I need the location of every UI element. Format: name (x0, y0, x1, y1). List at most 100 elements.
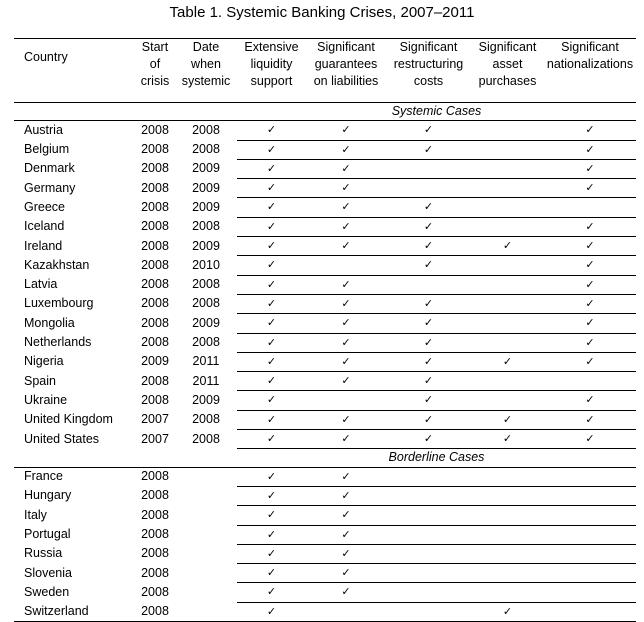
check-icon: ✓ (266, 143, 277, 156)
check-icon: ✓ (502, 413, 513, 426)
column-header-line: Country (24, 50, 68, 64)
section-label: Borderline Cases (237, 448, 636, 468)
country-cell: Hungary (24, 488, 72, 503)
check-icon: ✓ (423, 220, 434, 233)
check-cell (471, 505, 544, 526)
check-cell (544, 467, 636, 487)
check-cell: ✓ (237, 410, 306, 431)
country-cell: Spain (24, 373, 56, 388)
section-row: Borderline Cases (14, 448, 636, 468)
check-icon: ✓ (423, 124, 434, 137)
check-cell: ✓ (237, 236, 306, 257)
table-row: Nigeria 2009 2011 ✓ ✓ ✓ ✓ ✓ (14, 352, 636, 373)
column-header-line: Significant (399, 40, 458, 54)
check-cell: ✓ (237, 140, 306, 160)
check-cell: ✓ (306, 333, 386, 353)
check-cell: ✓ (386, 390, 471, 411)
check-icon: ✓ (341, 143, 351, 156)
check-cell: ✓ (306, 159, 386, 180)
check-cell (471, 486, 544, 507)
check-cell: ✓ (237, 120, 306, 141)
check-icon: ✓ (423, 201, 434, 214)
table-row: Belgium 2008 2008 ✓ ✓ ✓ ✓ (14, 140, 636, 160)
check-icon: ✓ (266, 297, 277, 310)
check-cell: ✓ (237, 255, 306, 276)
crises-table: Country Start of crisis Date when systemic Exte… (14, 38, 636, 622)
check-icon: ✓ (266, 547, 277, 560)
check-icon: ✓ (585, 182, 595, 195)
check-cell (544, 582, 636, 603)
check-cell: ✓ (544, 352, 636, 373)
start-cell: 2008 (141, 373, 169, 388)
column-header: Significant asset purchases (471, 38, 544, 103)
column-header-line: Extensive (244, 40, 299, 54)
country-cell: Mongolia (24, 315, 75, 330)
check-icon: ✓ (266, 489, 277, 502)
table-row: Netherlands 2008 2008 ✓ ✓ ✓ ✓ (14, 333, 636, 353)
check-cell (306, 602, 386, 622)
check-icon: ✓ (266, 567, 277, 580)
country-cell: Italy (24, 507, 47, 522)
check-cell: ✓ (544, 294, 636, 315)
check-icon: ✓ (423, 336, 434, 349)
check-icon: ✓ (266, 317, 277, 330)
check-cell (386, 525, 471, 545)
check-icon: ✓ (585, 220, 595, 233)
start-cell: 2008 (141, 565, 169, 580)
country-cell: Slovenia (24, 565, 72, 580)
check-cell: ✓ (237, 390, 306, 411)
check-cell: ✓ (237, 582, 306, 603)
systemic-cell: 2008 (192, 412, 220, 427)
column-header-line: systemic (181, 74, 231, 88)
check-icon: ✓ (341, 297, 351, 310)
check-cell (471, 582, 544, 603)
start-cell: 2008 (141, 488, 169, 503)
check-icon: ✓ (341, 470, 351, 483)
systemic-cell: 2008 (192, 142, 220, 157)
check-cell (471, 197, 544, 218)
check-icon: ✓ (585, 394, 595, 407)
check-icon: ✓ (423, 317, 434, 330)
check-icon: ✓ (266, 375, 277, 388)
check-icon: ✓ (423, 143, 434, 156)
check-cell: ✓ (237, 352, 306, 373)
check-cell: ✓ (306, 275, 386, 295)
check-icon: ✓ (341, 509, 351, 522)
check-icon: ✓ (266, 182, 277, 195)
table-row: Latvia 2008 2008 ✓ ✓ ✓ (14, 275, 636, 295)
country-cell: Russia (24, 546, 63, 561)
table-row: Denmark 2008 2009 ✓ ✓ ✓ (14, 159, 636, 180)
country-cell: Ireland (24, 238, 63, 253)
check-cell: ✓ (544, 236, 636, 257)
country-cell: Austria (24, 123, 63, 138)
start-cell: 2007 (141, 412, 169, 427)
check-cell: ✓ (237, 544, 306, 565)
country-cell: Switzerland (14, 602, 135, 622)
check-icon: ✓ (341, 567, 351, 580)
check-cell: ✓ (237, 467, 306, 487)
check-cell: ✓ (544, 333, 636, 353)
check-cell: ✓ (386, 313, 471, 334)
check-cell: ✓ (386, 217, 471, 238)
check-cell: ✓ (544, 120, 636, 141)
check-cell: ✓ (544, 140, 636, 160)
systemic-cell (175, 486, 237, 505)
check-cell: ✓ (237, 197, 306, 218)
check-cell (471, 563, 544, 584)
check-icon: ✓ (266, 605, 277, 618)
systemic-cell: 2009 (192, 199, 220, 214)
check-icon: ✓ (266, 201, 277, 214)
check-cell: ✓ (237, 486, 306, 507)
country-cell: United States (24, 431, 100, 446)
start-cell: 2008 (141, 238, 169, 253)
check-cell (471, 371, 544, 392)
check-cell: ✓ (544, 313, 636, 334)
check-icon: ✓ (266, 162, 277, 175)
column-header: Significant guarantees on liabilities (306, 38, 386, 103)
check-icon: ✓ (341, 489, 351, 502)
systemic-cell: 2008 (192, 335, 220, 350)
column-header-line: on liabilities (313, 74, 379, 88)
check-cell: ✓ (306, 294, 386, 315)
check-cell (544, 505, 636, 526)
check-icon: ✓ (266, 124, 277, 137)
